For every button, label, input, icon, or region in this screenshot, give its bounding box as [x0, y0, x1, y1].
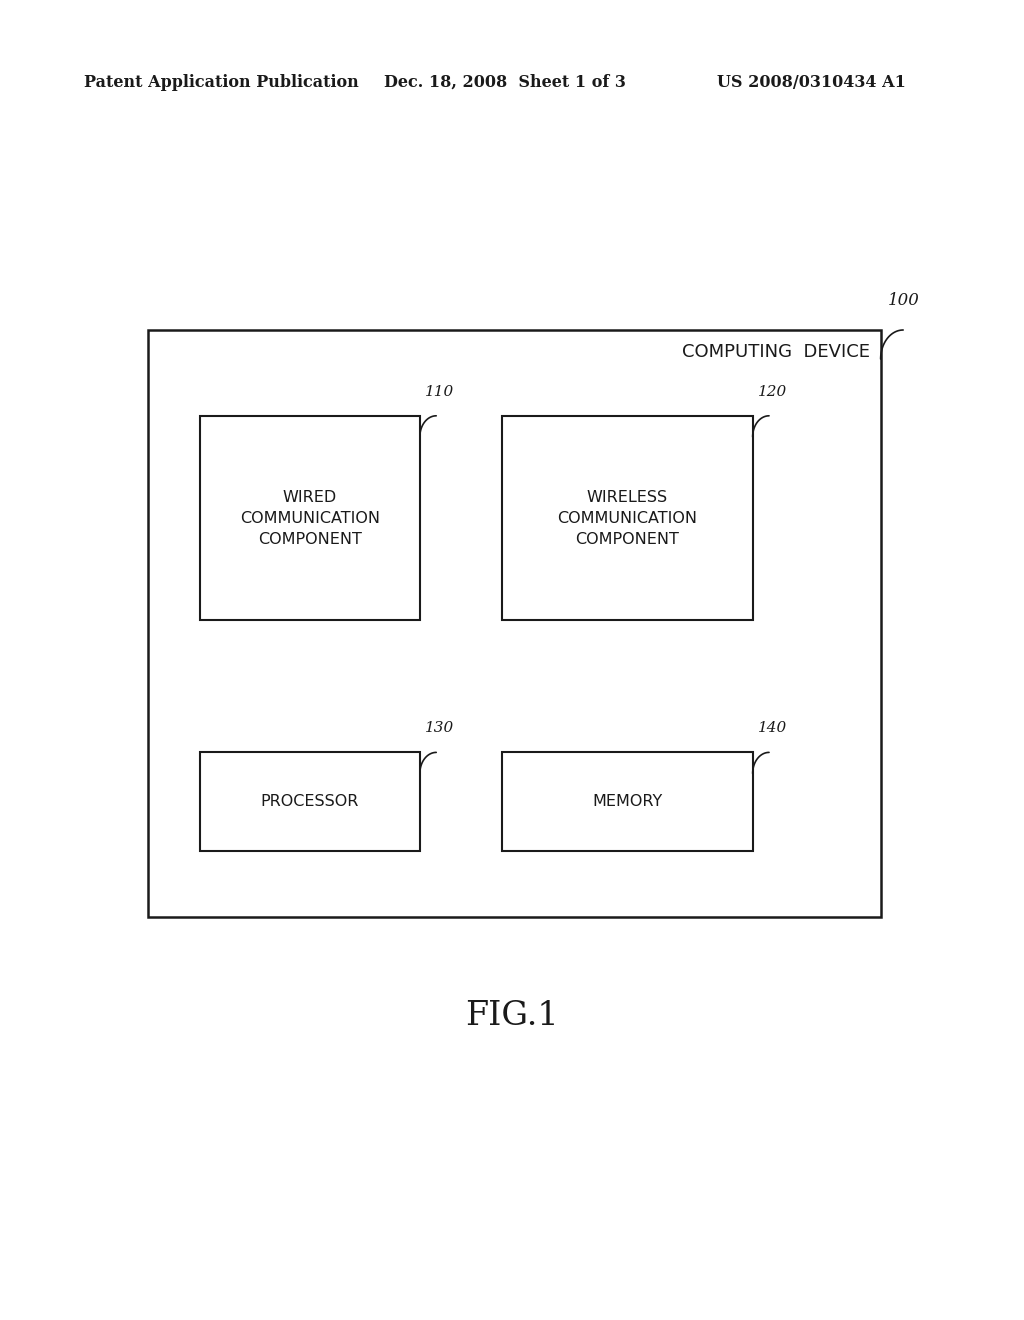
Bar	[200, 752, 420, 851]
Bar	[200, 416, 420, 620]
Text: 130: 130	[425, 721, 454, 735]
Bar	[502, 752, 753, 851]
Text: COMPUTING  DEVICE: COMPUTING DEVICE	[682, 343, 870, 362]
Text: US 2008/0310434 A1: US 2008/0310434 A1	[717, 74, 905, 91]
Text: 120: 120	[758, 384, 786, 399]
Text: Dec. 18, 2008  Sheet 1 of 3: Dec. 18, 2008 Sheet 1 of 3	[384, 74, 626, 91]
Text: 100: 100	[888, 292, 920, 309]
Bar	[148, 330, 881, 917]
Text: 140: 140	[758, 721, 786, 735]
Text: WIRED
COMMUNICATION
COMPONENT: WIRED COMMUNICATION COMPONENT	[240, 490, 380, 546]
Text: 110: 110	[425, 384, 454, 399]
Bar	[502, 416, 753, 620]
Text: Patent Application Publication: Patent Application Publication	[84, 74, 358, 91]
Text: PROCESSOR: PROCESSOR	[260, 795, 359, 809]
Text: MEMORY: MEMORY	[592, 795, 663, 809]
Text: FIG.1: FIG.1	[465, 1001, 559, 1032]
Text: WIRELESS
COMMUNICATION
COMPONENT: WIRELESS COMMUNICATION COMPONENT	[557, 490, 697, 546]
